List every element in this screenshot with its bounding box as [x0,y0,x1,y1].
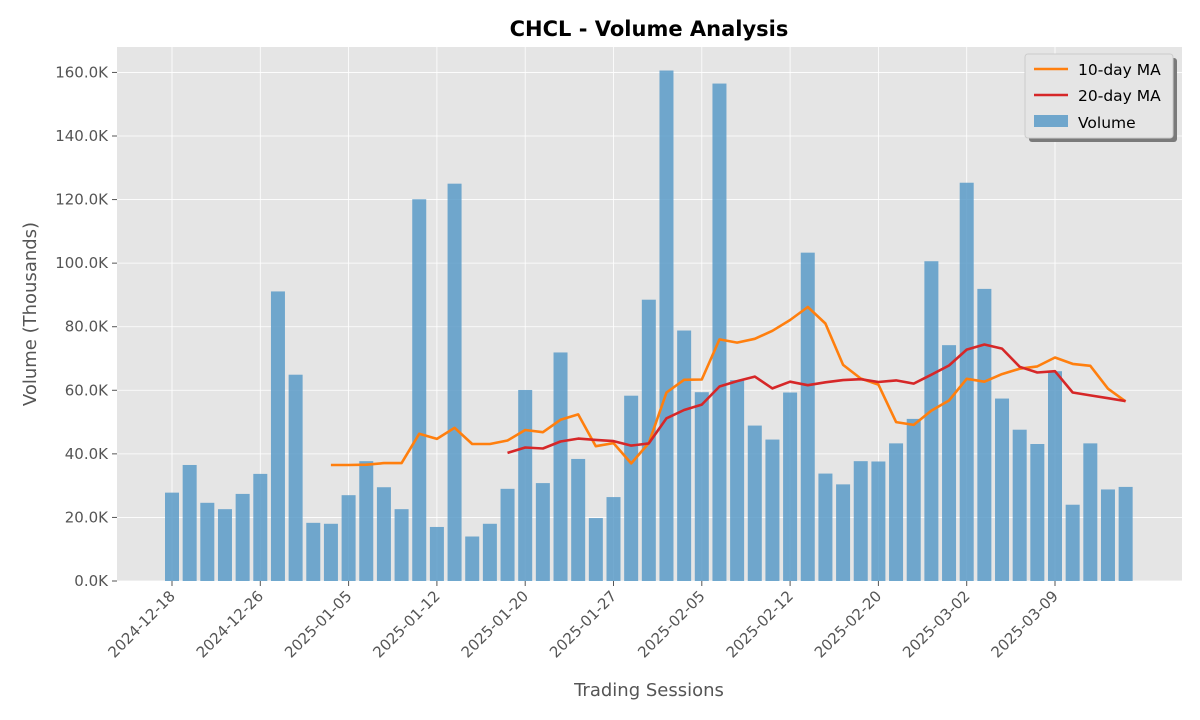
volume-bar [394,509,409,581]
volume-bar [800,252,815,581]
volume-bar [270,291,285,581]
volume-bar [624,395,639,581]
volume-bar [677,330,692,581]
y-tick-label: 0.0K [74,572,109,590]
legend-swatch-volume [1034,115,1068,127]
volume-bar [500,488,515,581]
y-tick-label: 20.0K [65,508,109,526]
volume-bar [1118,486,1133,581]
x-tick-label: 2025-01-12 [369,587,443,661]
legend-label-volume: Volume [1078,114,1136,132]
volume-bar [747,425,762,581]
volume-bar [1012,429,1027,581]
volume-bar [253,473,268,581]
y-tick-label: 100.0K [55,254,109,272]
legend-label-10-day-ma: 10-day MA [1078,61,1161,79]
volume-bar [942,345,957,581]
volume-bar [217,509,232,581]
ma-20-day-line [507,343,1126,455]
volume-bar [429,526,444,581]
x-tick-label: 2024-12-26 [193,587,267,661]
volume-bar [712,83,727,581]
volume-bar [959,182,974,581]
volume-bar [165,492,179,581]
legend: 10-day MA 20-day MA Volume [1024,53,1177,142]
volume-bar [871,461,886,581]
volume-bar [1100,489,1115,581]
volume-bar [482,523,497,581]
volume-bar [1048,371,1062,581]
x-tick-label: 2025-01-20 [458,587,532,661]
x-tick-label: 2025-03-02 [899,587,973,661]
volume-bar [447,183,462,581]
x-tick-label: 2024-12-18 [104,587,178,661]
volume-bar [341,495,356,581]
volume-bar [465,536,480,581]
y-axis-label: Volume (Thousands) [20,222,41,406]
x-tick-label: 2025-01-27 [546,587,620,661]
volume-bar [376,487,391,581]
volume-bar [659,70,674,582]
volume-bars [165,70,1133,582]
y-tick-label: 60.0K [65,381,109,399]
volume-bar [606,497,621,581]
x-tick-label: 2025-02-12 [723,587,797,661]
volume-bar [995,398,1010,581]
volume-bar [588,518,603,581]
volume-bar [288,374,303,581]
volume-bar [518,389,533,581]
x-tick-label: 2025-01-05 [281,587,355,661]
volume-bar [1030,444,1045,581]
ma-10-day-line [330,305,1127,467]
y-tick-label: 140.0K [55,127,109,145]
volume-bar [853,461,868,581]
moving-average-lines [330,305,1127,467]
volume-bar [323,523,338,581]
volume-bar [783,392,798,581]
y-tick-label: 160.0K [55,63,109,81]
volume-bar [571,458,586,581]
x-tick-label: 2025-02-20 [811,587,885,661]
volume-bar [694,392,709,581]
volume-bar [553,352,568,581]
volume-bar [924,261,939,581]
volume-bar [182,464,197,581]
volume-bar [535,483,550,581]
y-tick-label: 120.0K [55,191,109,209]
volume-bar [412,199,427,581]
volume-bar [818,473,833,581]
y-axis: 0.0K 20.0K 40.0K 60.0K 80.0K 100.0K 120.0K 140.… [55,63,117,590]
volume-bar [1065,504,1080,581]
y-tick-label: 40.0K [65,445,109,463]
volume-bar [730,380,745,581]
volume-bar [765,439,780,581]
chart-title: CHCL - Volume Analysis [510,17,789,41]
volume-bar [1083,443,1098,581]
volume-bar [889,443,904,581]
x-axis: 2024-12-18 2024-12-26 2025-01-05 2025-01-12… [104,581,1062,661]
volume-bar [977,288,992,581]
legend-label-20-day-ma: 20-day MA [1078,87,1161,105]
x-tick-label: 2025-02-05 [634,587,708,661]
volume-bar [836,484,851,581]
volume-bar [359,461,374,581]
x-axis-label: Trading Sessions [573,680,724,701]
volume-bar [306,522,321,581]
volume-bar [200,502,215,581]
volume-bar [906,418,921,581]
x-tick-label: 2025-03-09 [987,587,1061,661]
volume-bar [235,493,250,581]
y-tick-label: 80.0K [65,318,109,336]
